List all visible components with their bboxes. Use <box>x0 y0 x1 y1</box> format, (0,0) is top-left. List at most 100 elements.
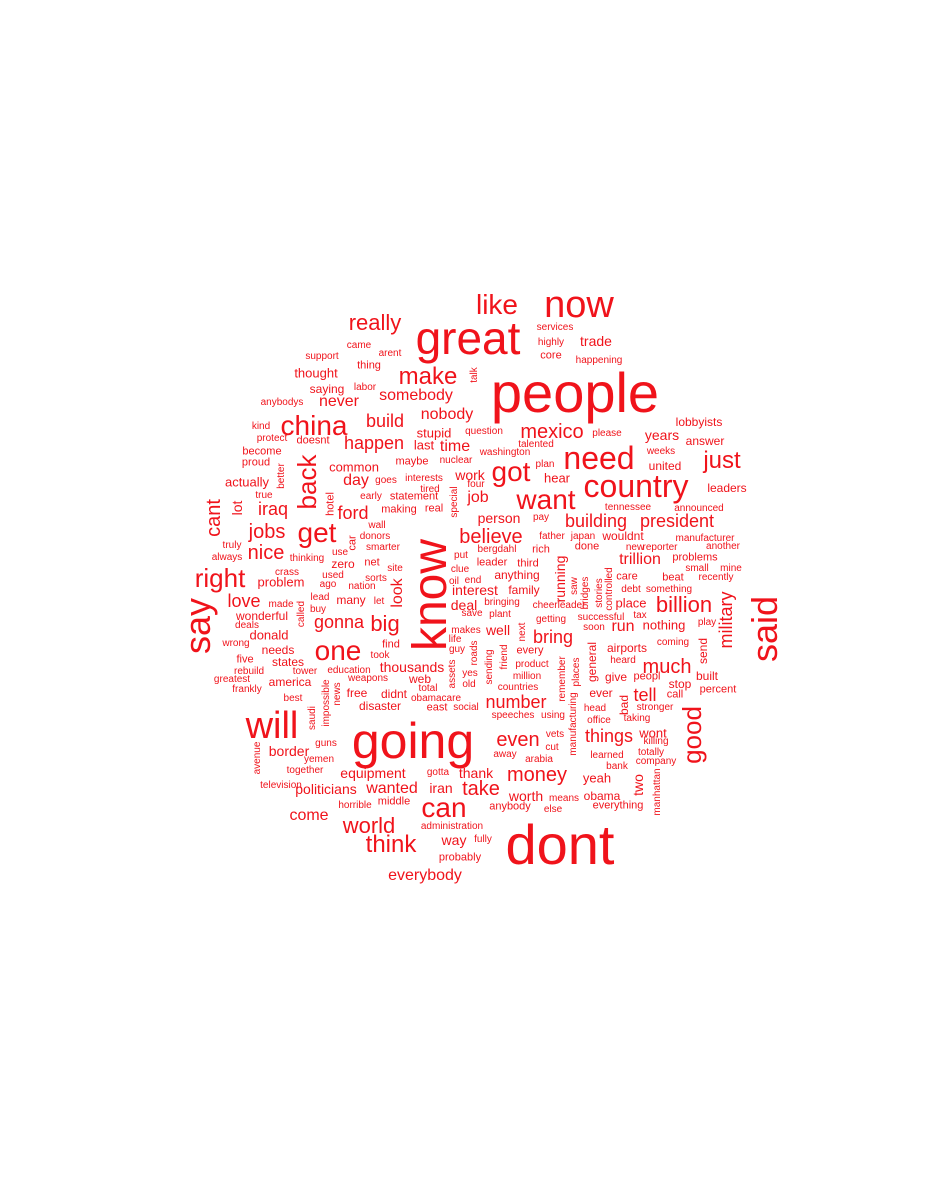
cloud-word: peopl <box>633 670 661 683</box>
cloud-word: ago <box>319 579 337 590</box>
cloud-word: always <box>211 552 243 563</box>
cloud-word: obamacare <box>410 693 462 704</box>
cloud-word: building <box>564 511 628 531</box>
cloud-word: nothing <box>642 617 686 633</box>
cloud-word: put <box>454 550 468 561</box>
cloud-word: border <box>268 743 310 759</box>
cloud-word: percent <box>699 683 737 696</box>
cloud-word: controlled <box>604 567 615 611</box>
cloud-word: care <box>616 570 638 583</box>
cloud-word: wrong <box>222 638 250 649</box>
cloud-word: social <box>453 702 479 713</box>
cloud-word: everybody <box>388 867 462 884</box>
cloud-word: new <box>625 542 645 553</box>
cloud-word: plan <box>535 459 555 470</box>
cloud-word: totally <box>637 747 665 758</box>
cloud-word: friend <box>499 644 510 670</box>
cloud-word: talented <box>518 439 554 450</box>
cloud-word: country <box>583 468 689 504</box>
cloud-word: question <box>465 426 503 437</box>
cloud-word: never <box>318 393 360 410</box>
cloud-word: general <box>585 641 599 683</box>
cloud-word: answer <box>685 434 725 448</box>
cloud-word: million <box>512 671 542 682</box>
cloud-word: doesnt <box>296 434 330 447</box>
cloud-word: speeches <box>491 710 535 721</box>
cloud-word: stronger <box>636 702 674 713</box>
cloud-word: bring <box>532 627 574 647</box>
cloud-word: let <box>373 596 385 607</box>
cloud-word: lead <box>310 592 330 603</box>
cloud-word: product <box>515 659 549 670</box>
cloud-word: came <box>346 340 372 351</box>
cloud-word: fully <box>474 834 492 845</box>
cloud-word: labor <box>353 382 377 393</box>
cloud-word: guy <box>448 644 466 655</box>
cloud-word: give <box>604 670 628 684</box>
cloud-word: arabia <box>525 754 553 765</box>
cloud-word: guns <box>315 738 337 749</box>
cloud-word: hotel <box>324 492 337 516</box>
cloud-word: goes <box>375 475 397 486</box>
cloud-word: highly <box>537 337 565 348</box>
cloud-word: donald <box>249 627 289 643</box>
cloud-word: iran <box>429 780 453 796</box>
cloud-word: nice <box>247 542 285 564</box>
cloud-word: greatest <box>213 674 251 685</box>
cloud-word: talk <box>469 367 480 383</box>
cloud-word: cut <box>545 742 559 753</box>
cloud-word: need <box>563 440 635 476</box>
cloud-word: free <box>346 686 368 700</box>
cloud-word: small <box>685 563 709 574</box>
cloud-word: took <box>370 650 390 661</box>
cloud-word: right <box>194 563 246 593</box>
cloud-word: taking <box>623 713 651 724</box>
cloud-word: politicians <box>295 781 357 797</box>
cloud-word: head <box>583 703 607 714</box>
cloud-word: arent <box>378 348 402 359</box>
cloud-word: wouldnt <box>602 529 644 543</box>
cloud-word: big <box>370 611 400 636</box>
cloud-word: thinking <box>289 553 325 564</box>
cloud-word: reporter <box>642 542 678 553</box>
cloud-word: car <box>346 535 359 551</box>
cloud-word: yemen <box>303 754 335 765</box>
cloud-word: japan <box>570 531 596 542</box>
cloud-word: bad <box>617 694 631 716</box>
cloud-word: everything <box>592 799 644 812</box>
cloud-word: tower <box>292 666 318 677</box>
cloud-word: take <box>462 778 500 800</box>
cloud-word: tennessee <box>604 502 652 513</box>
cloud-word: needs <box>261 643 295 657</box>
cloud-word: saw <box>569 577 580 595</box>
cloud-word: beat <box>662 571 684 584</box>
cloud-word: one <box>314 635 362 666</box>
cloud-word: support <box>305 351 339 362</box>
cloud-word: donors <box>359 531 391 542</box>
cloud-word: special <box>449 486 460 518</box>
cloud-word: good <box>677 706 707 764</box>
cloud-word: common <box>329 459 379 475</box>
cloud-word: core <box>540 349 562 362</box>
cloud-word: recently <box>698 572 734 583</box>
cloud-word: call <box>666 688 684 701</box>
cloud-word: frankly <box>232 684 262 695</box>
cloud-word: five <box>236 653 254 666</box>
cloud-word: president <box>639 511 715 531</box>
cloud-word: trade <box>580 333 612 349</box>
cloud-word: pay <box>532 512 550 523</box>
cloud-word: mexico <box>520 421 584 443</box>
cloud-word: site <box>387 563 403 574</box>
cloud-word: problem <box>257 574 305 590</box>
cloud-word: services <box>536 322 574 333</box>
cloud-word: every <box>516 644 544 657</box>
cloud-word: zero <box>331 557 355 571</box>
cloud-word: wonderful <box>235 609 289 623</box>
cloud-word: just <box>703 447 741 474</box>
cloud-word: thank <box>458 765 494 781</box>
cloud-word: company <box>635 756 677 767</box>
cloud-word: love <box>227 591 261 611</box>
cloud-word: buy <box>309 604 327 615</box>
cloud-word: bank <box>606 761 628 772</box>
cloud-word: else <box>543 804 563 815</box>
